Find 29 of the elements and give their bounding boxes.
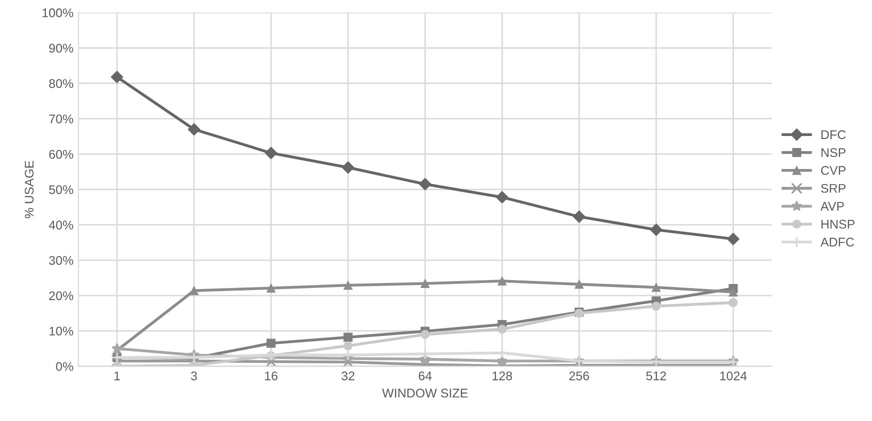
x-axis-title: WINDOW SIZE — [382, 388, 468, 398]
x-tick-label: 128 — [492, 371, 512, 380]
legend-label: ADFC — [820, 238, 854, 247]
y-tick-label: 90% — [49, 44, 74, 53]
x-tick-label: 1024 — [720, 371, 747, 380]
legend-label: AVP — [820, 202, 844, 211]
y-axis-title: % USAGE — [24, 160, 34, 218]
y-tick-label: 40% — [48, 220, 74, 230]
y-tick-label: 20% — [49, 291, 74, 300]
y-tick-label: 60% — [49, 150, 74, 159]
x-tick-label: 64 — [418, 371, 432, 380]
legend-label: CVP — [821, 166, 846, 175]
x-tick-label: 512 — [646, 371, 666, 380]
x-tick-label: 32 — [342, 371, 354, 380]
legend-label: HNSP — [821, 220, 855, 229]
y-tick-label: 70% — [49, 114, 74, 124]
x-tick-label: 1 — [114, 372, 120, 380]
y-tick-label: 80% — [49, 79, 74, 88]
y-tick-label: 50% — [49, 185, 74, 194]
x-tick-label: 256 — [569, 371, 590, 380]
legend-label: SRP — [821, 184, 846, 193]
y-tick-label: 30% — [49, 256, 74, 265]
y-tick-label: 10% — [50, 326, 74, 336]
legend-label: DFC — [821, 130, 846, 140]
x-tick-label: 16 — [265, 371, 278, 380]
y-tick-label: 100% — [42, 8, 74, 18]
legend-label: NSP — [821, 148, 846, 157]
y-tick-label: 0% — [56, 362, 74, 371]
x-tick-label: 3 — [191, 371, 197, 380]
